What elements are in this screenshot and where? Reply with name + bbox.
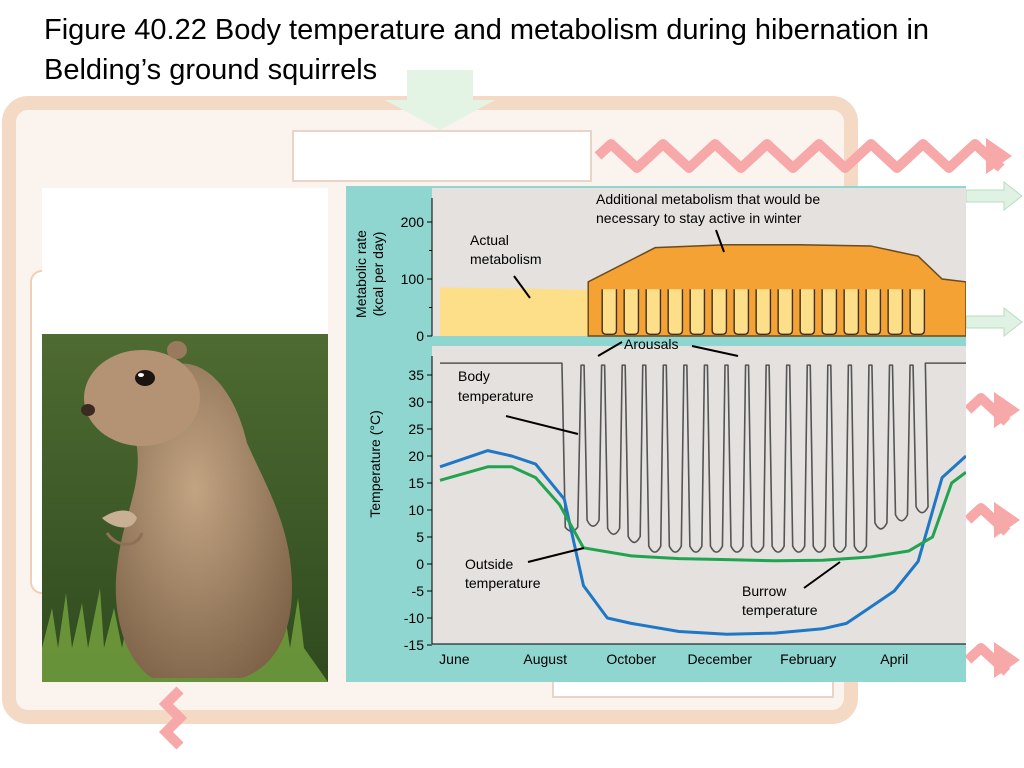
metabolism-torpor-bout-3	[645, 289, 662, 335]
metabolism-torpor-bout-14	[887, 289, 904, 335]
annotation-burrow-temperature: Burrow temperature	[742, 583, 818, 618]
metabolism-torpor-bout-8	[755, 289, 772, 335]
metabolism-torpor-bout-4	[667, 289, 684, 335]
metabolism-torpor-bout-13	[865, 289, 882, 335]
background-arrow-right-top	[965, 180, 1023, 212]
x-tick-label-february: February	[780, 651, 836, 667]
annotation-actual-metabolism-pointer	[513, 275, 531, 299]
x-tick-label-october: October	[606, 651, 656, 667]
burrow-temperature-line	[439, 465, 967, 563]
annotation-arousals: Arousals	[624, 336, 678, 352]
temperature-tick-label-30: 30	[408, 394, 424, 410]
metabolism-torpor-bout-7	[733, 289, 750, 335]
background-zigzag-arrow-bottom-head	[994, 642, 1020, 678]
annotation-body-temperature: Body temperature	[458, 368, 534, 404]
annotation-actual-metabolism: Actual metabolism	[470, 232, 542, 267]
temperature-tick-label-15: 15	[408, 475, 424, 491]
background-zigzag-arrow-mid2-head	[994, 502, 1020, 538]
background-zigzag-arrow-top-head	[986, 138, 1012, 174]
metabolism-torpor-bout-11	[821, 289, 838, 335]
additional-metabolism-area	[587, 244, 967, 337]
temperature-tick-label-10: 10	[408, 502, 424, 518]
metabolism-torpor-bout-12	[843, 289, 860, 335]
background-box	[292, 130, 592, 182]
annotation-burrow-temperature-pointer	[803, 561, 841, 589]
temperature-tick-label--15: -15	[404, 637, 424, 653]
temperature-tick-label-25: 25	[408, 421, 424, 437]
annotation-outside-temperature: Outside temperature	[465, 556, 541, 591]
chart-figure: 200 100 0 Metabolic rate(kcal per day) 35 30 2…	[346, 186, 968, 682]
metabolism-torpor-bout-9	[777, 289, 794, 335]
outside-temperature-line	[439, 449, 968, 636]
temperature-tick-label--10: -10	[404, 610, 424, 626]
metabolism-tick-label-0: 0	[416, 328, 424, 344]
metabolism-torpor-bout-15	[909, 289, 926, 335]
metabolism-torpor-bout-1	[601, 289, 618, 335]
x-tick-label-december: December	[687, 651, 752, 667]
temperature-tick-label-5: 5	[416, 529, 424, 545]
background-arrow-right-mid	[965, 306, 1023, 338]
background-zigzag-arrow-top	[594, 139, 1005, 173]
metabolism-torpor-bout-2	[623, 289, 640, 335]
temperature-tick-label-35: 35	[408, 367, 424, 383]
temperature-tick-label-20: 20	[408, 448, 424, 464]
temperature-tick-label--5: -5	[412, 583, 425, 599]
background-zigzag-arrow-mid-head	[994, 392, 1020, 428]
metabolism-torpor-bout-6	[711, 289, 728, 335]
annotation-arousals-pointer-left	[597, 341, 623, 357]
temperature-tick-label-0: 0	[416, 556, 424, 572]
x-tick-label-august: August	[523, 651, 567, 667]
annotation-additional-metabolism: Additional metabolism that would be neces…	[596, 191, 820, 226]
temperature-axis-label: Temperature (°C)	[367, 410, 383, 518]
annotation-outside-temperature-pointer	[527, 547, 585, 563]
metabolism-torpor-bout-10	[799, 289, 816, 335]
temperature-plot-area	[432, 346, 966, 644]
annotation-additional-metabolism-pointer	[715, 229, 725, 253]
squirrel-photo	[42, 188, 328, 682]
background-zigzag-arrow-left	[158, 686, 188, 750]
metabolism-tick-label-100: 100	[401, 271, 425, 287]
metabolism-axis-label: Metabolic rate(kcal per day)	[353, 230, 386, 318]
metabolism-tick-label-200: 200	[401, 214, 425, 230]
x-tick-label-april: April	[880, 651, 908, 667]
metabolism-torpor-bout-5	[689, 289, 706, 335]
body-temperature-line	[440, 362, 966, 553]
x-tick-label-june: June	[439, 651, 470, 667]
page-title: Figure 40.22 Body temperature and metabo…	[44, 14, 930, 86]
annotation-arousals-pointer-right	[691, 345, 739, 357]
annotation-body-temperature-pointer	[505, 415, 579, 435]
